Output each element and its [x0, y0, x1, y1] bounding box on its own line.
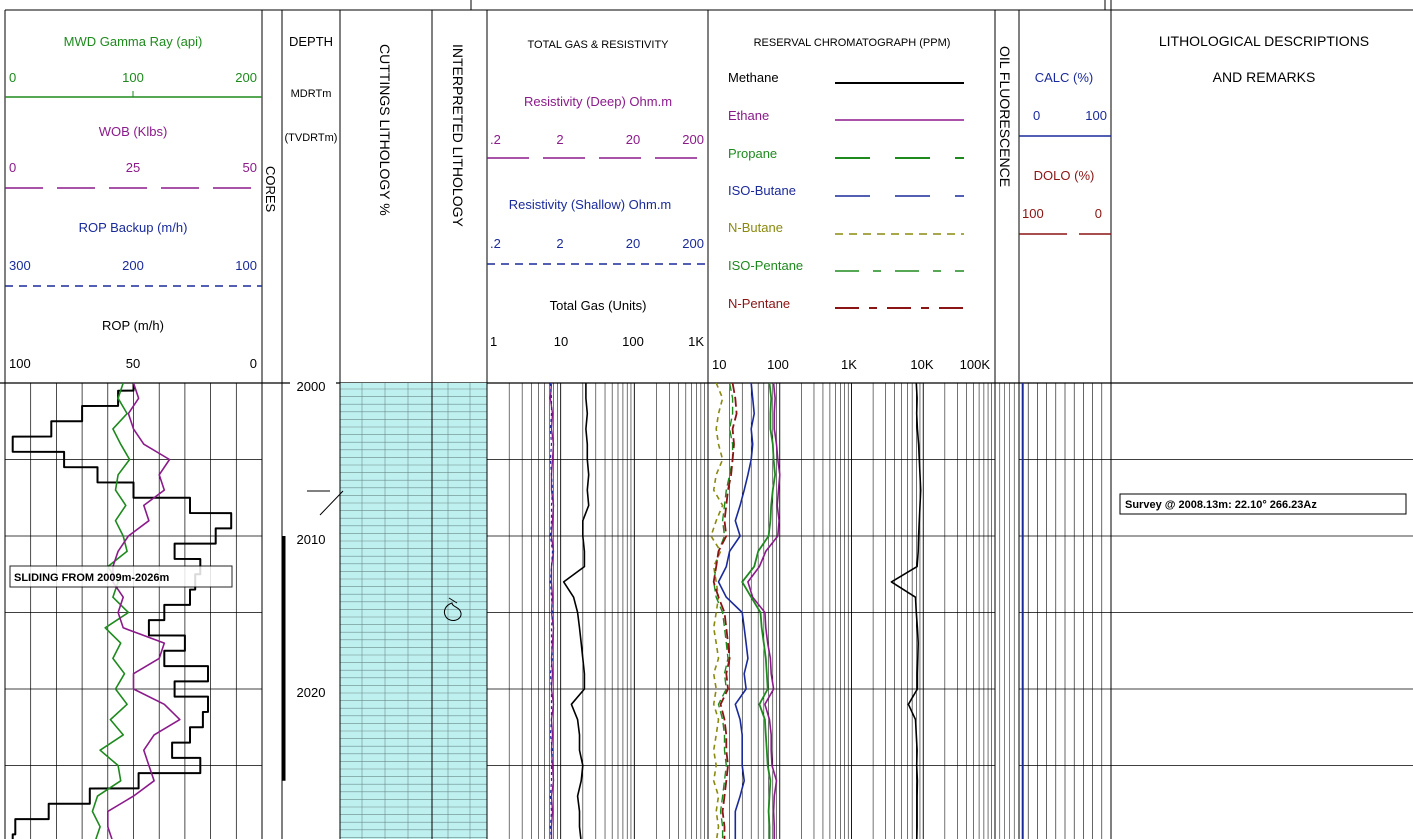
curve-rop — [11, 383, 233, 839]
survey-marker-icon — [307, 490, 344, 516]
depth-tick-label: 2000 — [297, 379, 326, 394]
sliding-annotation: SLIDING FROM 2009m-2026m — [14, 572, 169, 584]
curve-res-deep — [549, 383, 555, 839]
rop-tick-2: 0 — [250, 356, 257, 371]
calc-tick-0: 0 — [1033, 108, 1040, 123]
rop-label: ROP (m/h) — [102, 318, 164, 333]
legend-propane: Propane — [728, 146, 777, 161]
depth-label-bg — [290, 837, 336, 839]
depth-tick-label: 2020 — [297, 685, 326, 700]
curve-wob — [107, 383, 181, 839]
wob-tick-1: 25 — [126, 160, 140, 175]
log-curves — [11, 383, 1024, 839]
survey-annotation: Survey @ 2008.13m: 22.10° 266.23Az — [1125, 499, 1317, 511]
track-grids — [5, 383, 1413, 839]
curve-n-pentane — [712, 383, 738, 839]
chromatograph-tick-0: 10 — [712, 357, 726, 372]
wob-tick-0: 0 — [9, 160, 16, 175]
chromatograph-title: RESERVAL CHROMATOGRAPH (PPM) — [754, 37, 951, 49]
oil-fluorescence-label: OIL FLUORESCENCE — [997, 46, 1013, 187]
rop-tick-0: 100 — [9, 356, 31, 371]
cuttings-lithology-fill — [340, 383, 432, 839]
gas-title: TOTAL GAS & RESISTIVITY — [528, 39, 670, 51]
total-gas-tick-0: 1 — [490, 334, 497, 349]
cores-label: CORES — [263, 166, 278, 213]
res-shallow-label: Resistivity (Shallow) Ohm.m — [509, 197, 672, 212]
calc-label: CALC (%) — [1035, 70, 1094, 85]
res-deep-tick-0: .2 — [490, 132, 501, 147]
total-gas-tick-3: 1K — [688, 334, 704, 349]
rop-backup-tick-2: 100 — [235, 258, 257, 273]
gamma-tick-0: 0 — [9, 70, 16, 85]
sliding-annotation-box — [9, 565, 233, 588]
curve-methane — [890, 383, 922, 839]
res-deep-tick-3: 200 — [682, 132, 704, 147]
depth-md: MDRTm — [291, 88, 332, 100]
legend-iso-butane: ISO-Butane — [728, 183, 796, 198]
legend-ethane: Ethane — [728, 108, 769, 123]
chromatograph-tick-3: 10K — [910, 357, 933, 372]
legend-n-butane: N-Butane — [728, 220, 783, 235]
rop-tick-1: 50 — [126, 356, 140, 371]
res-deep-tick-2: 20 — [626, 132, 640, 147]
wob-label: WOB (Klbs) — [99, 124, 168, 139]
gamma-tick-1: 100 — [122, 70, 144, 85]
descriptions-title-1: LITHOLOGICAL DESCRIPTIONS — [1159, 33, 1369, 49]
chromatograph-tick-2: 1K — [841, 357, 857, 372]
res-shallow-tick-2: 20 — [626, 236, 640, 251]
dolo-tick-1: 0 — [1095, 206, 1102, 221]
chromatograph-tick-4: 100K — [960, 357, 991, 372]
res-shallow-tick-0: .2 — [490, 236, 501, 251]
depth-label-bg — [290, 531, 336, 548]
calc-tick-1: 100 — [1085, 108, 1107, 123]
rop-backup-tick-0: 300 — [9, 258, 31, 273]
res-deep-label: Resistivity (Deep) Ohm.m — [524, 94, 672, 109]
oil-show-icon — [443, 597, 462, 621]
legend-methane: Methane — [728, 70, 779, 85]
chromatograph-tick-1: 100 — [767, 357, 789, 372]
curve-ethane — [747, 383, 781, 839]
curve-propane — [741, 383, 776, 839]
gamma-tick-2: 200 — [235, 70, 257, 85]
curve-res-shallow — [549, 383, 554, 839]
rop-backup-tick-1: 200 — [122, 258, 144, 273]
interpreted-label: INTERPRETED LITHOLOGY — [450, 44, 466, 227]
rop-backup-label: ROP Backup (m/h) — [79, 220, 188, 235]
legend-iso-pentane: ISO-Pentane — [728, 258, 803, 273]
lithology-columns — [339, 383, 488, 839]
wob-tick-2: 50 — [243, 160, 257, 175]
depth-tvd: (TVDRTm) — [285, 132, 338, 144]
total-gas-label: Total Gas (Units) — [550, 298, 647, 313]
curve-n-butane — [710, 383, 724, 839]
survey-annotation-box — [1119, 493, 1407, 515]
total-gas-tick-2: 100 — [622, 334, 644, 349]
depth-title: DEPTH — [289, 34, 333, 49]
gamma-label: MWD Gamma Ray (api) — [64, 34, 203, 49]
total-gas-tick-1: 10 — [554, 334, 568, 349]
chromatograph-legend: Methane Ethane Propane ISO-Butane N-Buta… — [728, 70, 964, 311]
res-shallow-tick-1: 2 — [556, 236, 563, 251]
curve-gamma — [91, 383, 131, 839]
depth-label-bg — [290, 684, 336, 701]
res-shallow-tick-3: 200 — [682, 236, 704, 251]
curve-total-gas — [562, 383, 590, 839]
dolo-tick-0: 100 — [1022, 206, 1044, 221]
dolo-label: DOLO (%) — [1034, 168, 1095, 183]
depth-tick-label: 2010 — [297, 532, 326, 547]
descriptions-title-2: AND REMARKS — [1213, 69, 1316, 85]
res-deep-tick-1: 2 — [556, 132, 563, 147]
cuttings-label: CUTTINGS LITHOLOGY % — [377, 44, 393, 216]
interpreted-lithology-fill — [432, 383, 487, 839]
depth-label-bg — [290, 378, 336, 395]
legend-n-pentane: N-Pentane — [728, 296, 790, 311]
curve-iso-butane — [717, 383, 755, 839]
